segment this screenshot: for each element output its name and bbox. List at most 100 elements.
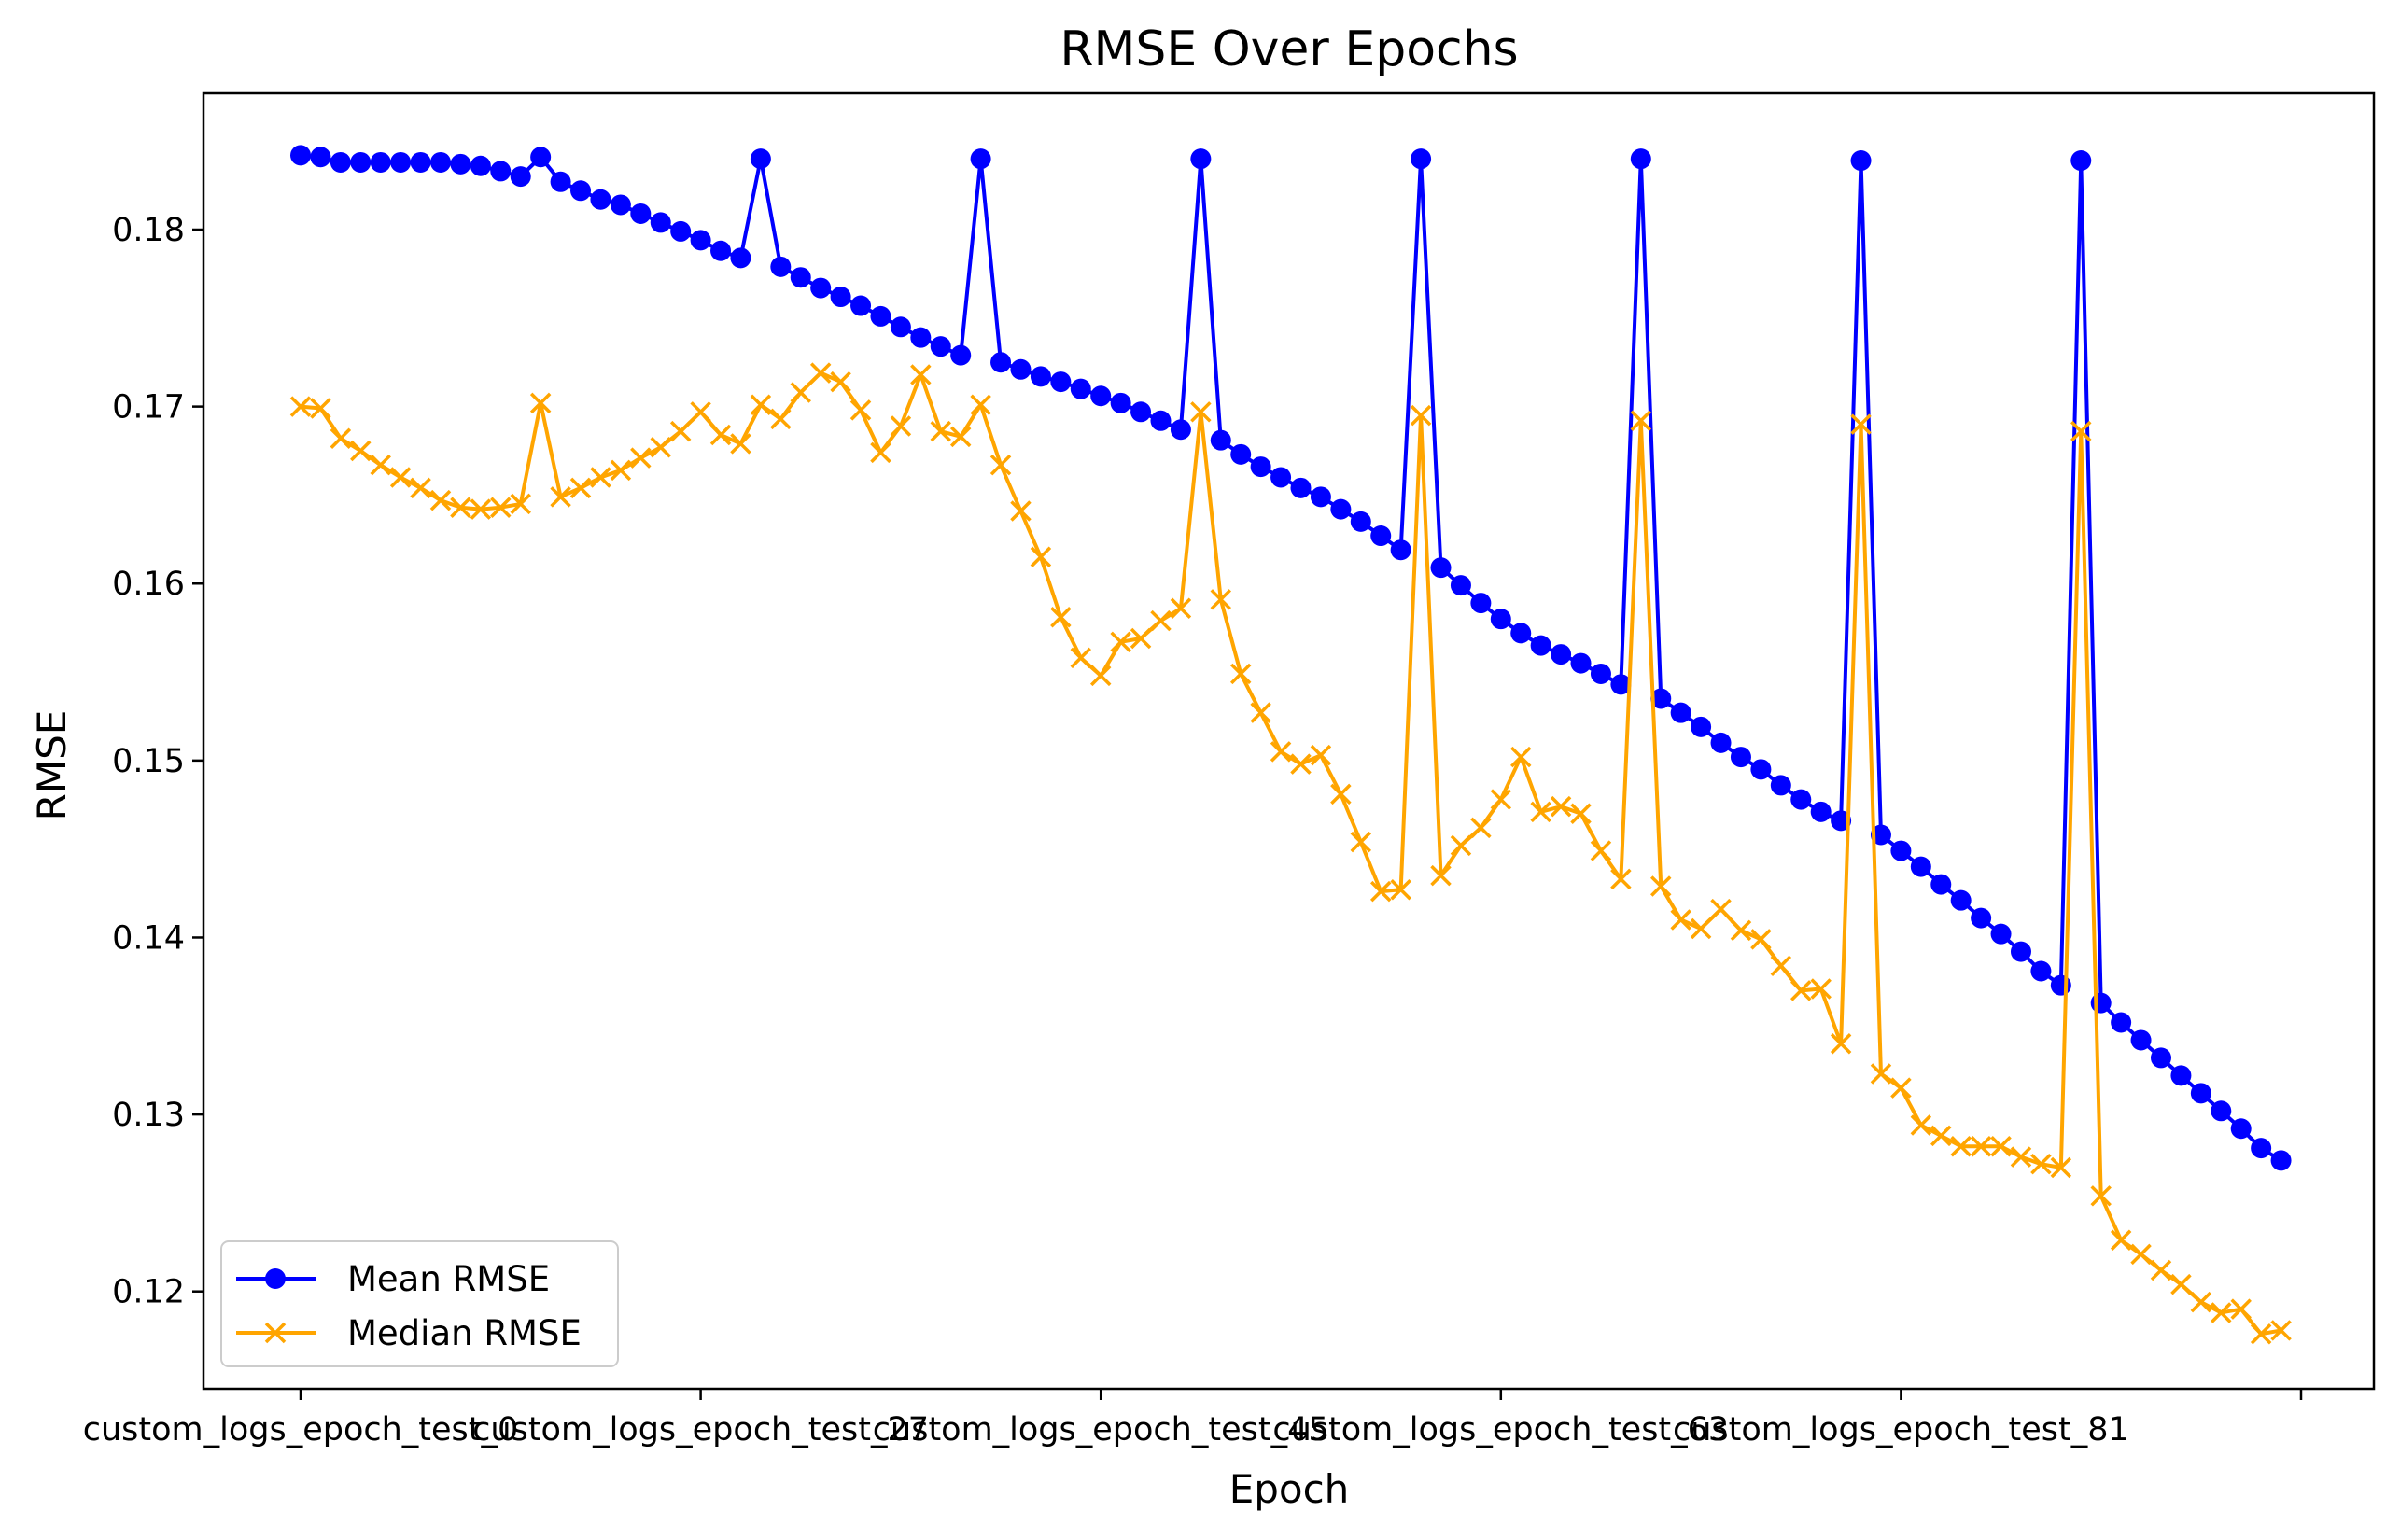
data-point <box>2090 992 2112 1014</box>
data-point <box>910 327 932 348</box>
legend-marker <box>265 1268 286 1289</box>
data-point <box>1230 443 1252 465</box>
data-point <box>1610 674 1632 695</box>
data-point <box>1750 929 1772 950</box>
data-point <box>570 180 592 202</box>
data-point <box>1950 889 1972 911</box>
data-point <box>429 489 452 511</box>
y-tick-label: 0.15 <box>112 743 185 780</box>
data-point <box>1510 623 1532 644</box>
data-point <box>1630 410 1652 432</box>
data-point <box>2110 1229 2132 1251</box>
y-tick-label: 0.13 <box>112 1097 185 1134</box>
data-point <box>2250 1323 2272 1345</box>
data-point <box>790 382 811 403</box>
data-point <box>2050 974 2071 996</box>
y-axis-label: RMSE <box>29 710 75 821</box>
series-line <box>300 153 2282 1163</box>
data-point <box>870 441 891 464</box>
data-point <box>550 171 571 192</box>
data-point <box>970 394 991 415</box>
data-point <box>1690 917 1712 940</box>
data-point <box>1831 810 1852 832</box>
data-point <box>1150 609 1172 632</box>
data-point <box>370 454 391 476</box>
data-point <box>930 420 951 442</box>
data-point <box>1790 980 1812 1001</box>
data-point <box>1551 644 1572 665</box>
data-point <box>290 145 311 166</box>
data-point <box>970 148 991 170</box>
data-point <box>1470 817 1492 839</box>
data-point <box>1290 753 1312 775</box>
data-point <box>2010 1146 2032 1168</box>
data-point <box>1050 371 1072 393</box>
data-point <box>1330 498 1352 520</box>
data-point <box>1610 868 1632 890</box>
data-point <box>1030 366 1051 387</box>
data-point <box>810 277 832 299</box>
data-point <box>610 194 631 216</box>
data-point <box>1250 702 1271 723</box>
data-point <box>1770 775 1791 796</box>
data-point <box>410 477 431 499</box>
data-point <box>2230 1118 2252 1140</box>
data-point <box>1010 500 1032 522</box>
data-point <box>1190 148 1212 170</box>
data-point <box>590 467 611 488</box>
data-point <box>850 295 872 316</box>
data-point <box>1390 879 1411 901</box>
data-point <box>2270 1150 2292 1171</box>
data-point <box>950 344 972 366</box>
data-point <box>1770 955 1792 977</box>
x-tick-label: custom_logs_epoch_test_27 <box>472 1411 929 1449</box>
data-point <box>1130 627 1152 650</box>
data-point <box>1630 148 1651 170</box>
data-point <box>2130 1029 2152 1051</box>
y-tick-label: 0.16 <box>112 566 185 603</box>
data-point <box>1270 467 1292 488</box>
data-point <box>310 147 331 168</box>
data-point <box>2030 1153 2052 1175</box>
data-point <box>1089 665 1112 687</box>
data-point <box>990 352 1012 373</box>
data-point <box>1430 557 1452 579</box>
data-point <box>910 364 932 385</box>
data-point <box>1310 486 1331 508</box>
data-point <box>1730 919 1752 942</box>
data-point <box>750 148 771 170</box>
data-point <box>830 287 851 308</box>
series-line <box>300 371 2281 1337</box>
data-point <box>1830 1033 1852 1055</box>
data-point <box>1210 429 1231 451</box>
legend-box <box>220 1240 619 1367</box>
data-point <box>330 427 352 449</box>
data-point <box>770 408 792 430</box>
data-point <box>1691 716 1712 737</box>
data-point <box>1070 378 1091 399</box>
data-point <box>2190 1291 2212 1313</box>
data-point <box>1330 783 1352 805</box>
y-axis: 0.12 0.13 0.14 0.15 0.16 0.17 0.18 <box>112 212 204 1311</box>
data-point <box>1110 392 1131 413</box>
data-point <box>1210 589 1232 610</box>
data-point <box>610 459 632 482</box>
data-point <box>949 426 972 448</box>
data-point <box>730 247 751 269</box>
series-mean <box>290 145 2292 1171</box>
data-point <box>370 151 391 173</box>
data-point <box>510 493 531 515</box>
x-tick-label: custom_logs_epoch_test_63 <box>1272 1411 1729 1449</box>
x-tick-label: custom_logs_epoch_test_81 <box>1673 1411 2129 1449</box>
data-point <box>1810 978 1832 1000</box>
plot-area-frame <box>202 91 2376 1391</box>
y-tick-label: 0.14 <box>112 919 185 957</box>
data-point <box>1050 607 1072 628</box>
data-point <box>510 166 531 188</box>
x-axis-label: Epoch <box>1229 1466 1350 1512</box>
x-tick-label: custom_logs_epoch_test_0 <box>83 1411 519 1449</box>
data-point <box>1350 511 1371 532</box>
data-point <box>809 362 832 384</box>
